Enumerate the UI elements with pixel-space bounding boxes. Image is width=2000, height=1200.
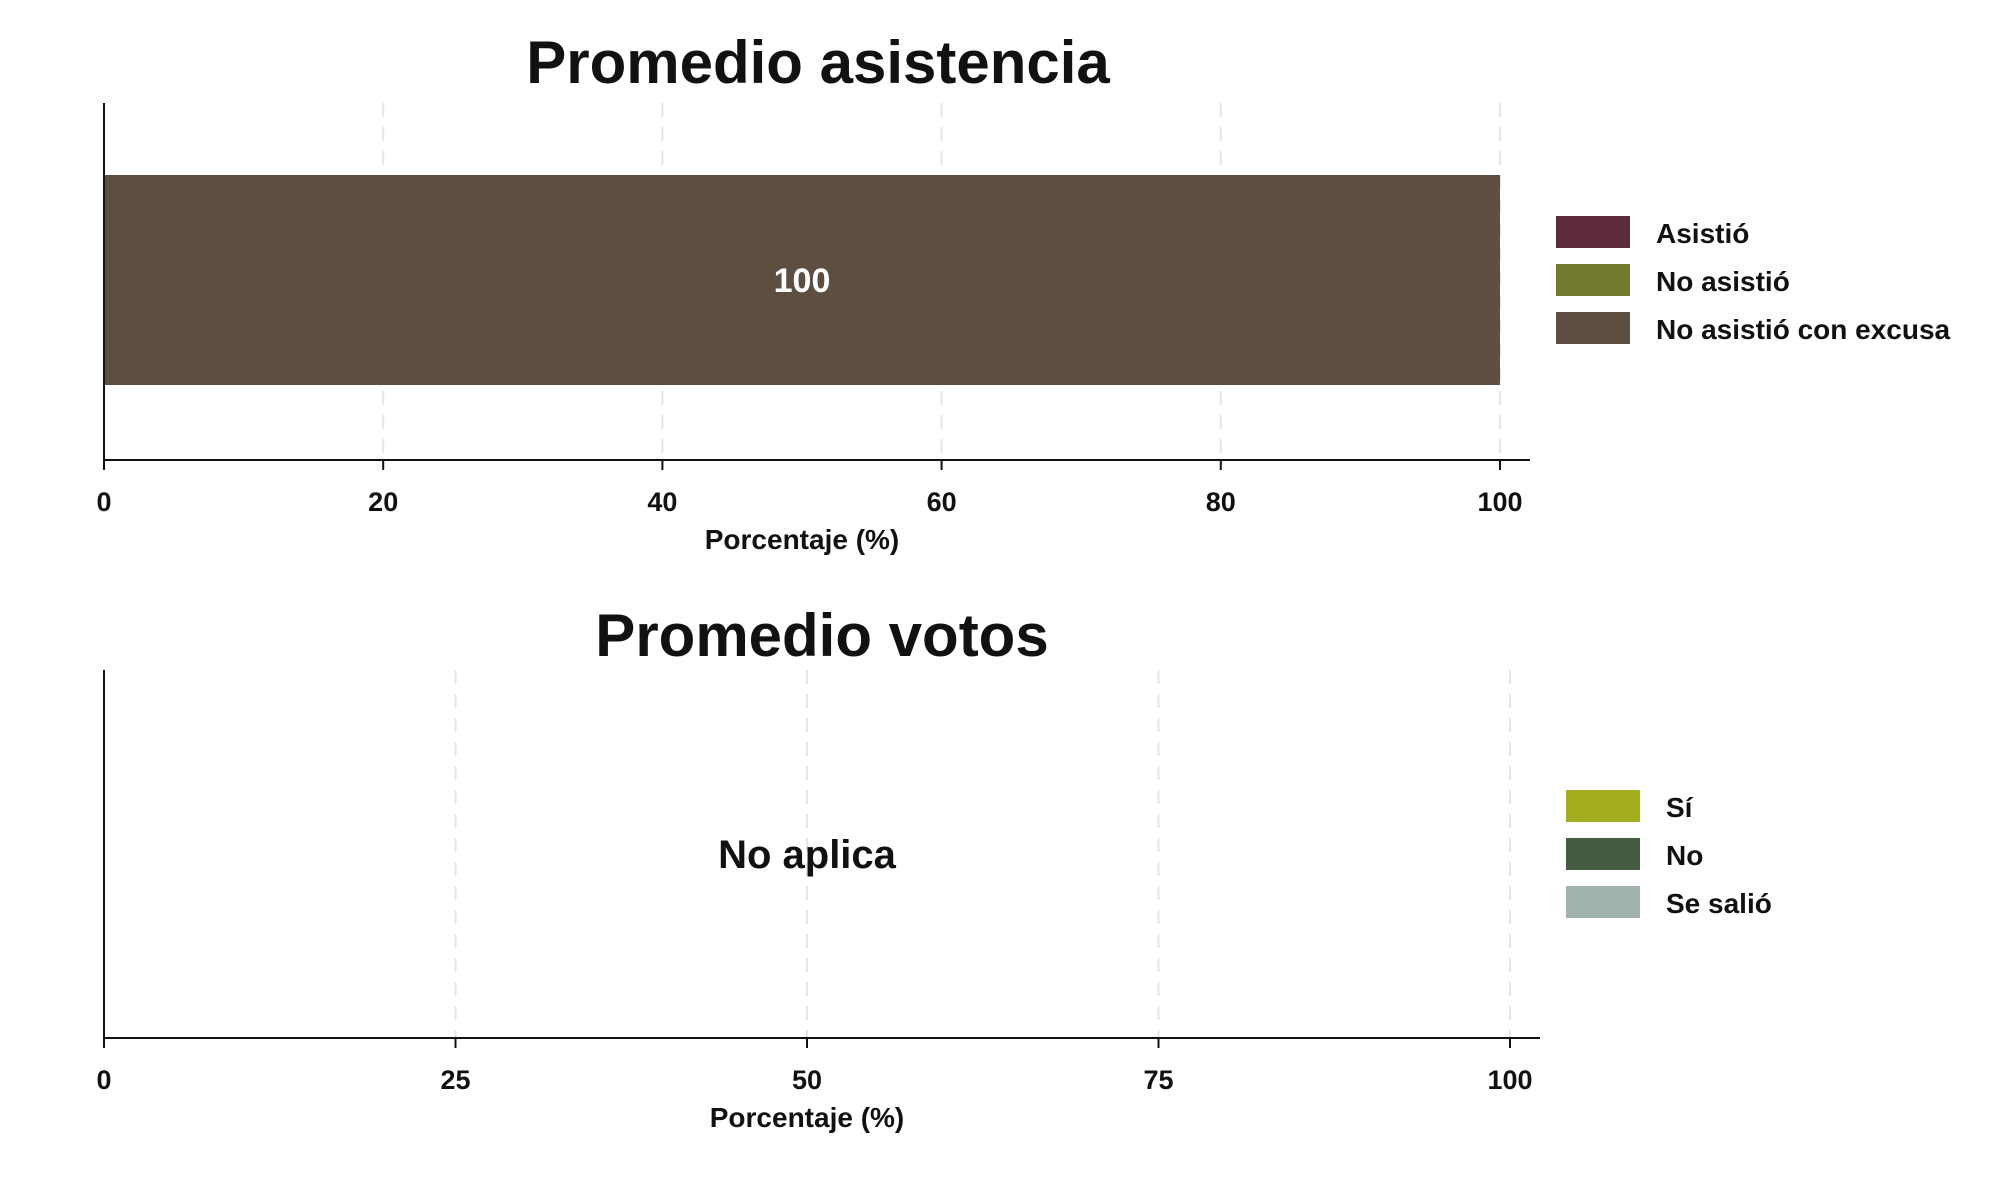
bar-data-label: 100	[774, 262, 831, 300]
legend-label: Se salió	[1666, 888, 1772, 919]
legend-label: Sí	[1666, 792, 1694, 823]
x-tick-label: 60	[927, 487, 957, 517]
legend-swatch	[1556, 216, 1630, 248]
legend-label: No asistió con excusa	[1656, 314, 1951, 345]
x-tick-label: 25	[440, 1065, 470, 1095]
legend-swatch	[1566, 790, 1640, 822]
x-axis-label: Porcentaje (%)	[710, 1102, 905, 1133]
legend-swatch	[1556, 312, 1630, 344]
bar-no-asistio-con-excusa	[104, 175, 1500, 385]
x-tick-label: 0	[96, 1065, 111, 1095]
x-axis-label: Porcentaje (%)	[705, 524, 900, 555]
legend-label: No	[1666, 840, 1703, 871]
x-tick-label: 0	[96, 487, 111, 517]
x-tick-label: 75	[1143, 1065, 1173, 1095]
x-tick-label: 80	[1206, 487, 1236, 517]
legend-swatch	[1566, 838, 1640, 870]
x-tick-label: 40	[647, 487, 677, 517]
not-applicable-note: No aplica	[718, 833, 897, 877]
x-tick-label: 100	[1477, 487, 1522, 517]
x-tick-label: 100	[1487, 1065, 1532, 1095]
legend-label: No asistió	[1656, 266, 1790, 297]
chart-title: Promedio asistencia	[526, 29, 1110, 96]
legend-swatch	[1566, 886, 1640, 918]
legend-label: Asistió	[1656, 218, 1749, 249]
x-tick-label: 20	[368, 487, 398, 517]
legend-swatch	[1556, 264, 1630, 296]
x-tick-label: 50	[792, 1065, 822, 1095]
chart-title: Promedio votos	[595, 602, 1048, 669]
